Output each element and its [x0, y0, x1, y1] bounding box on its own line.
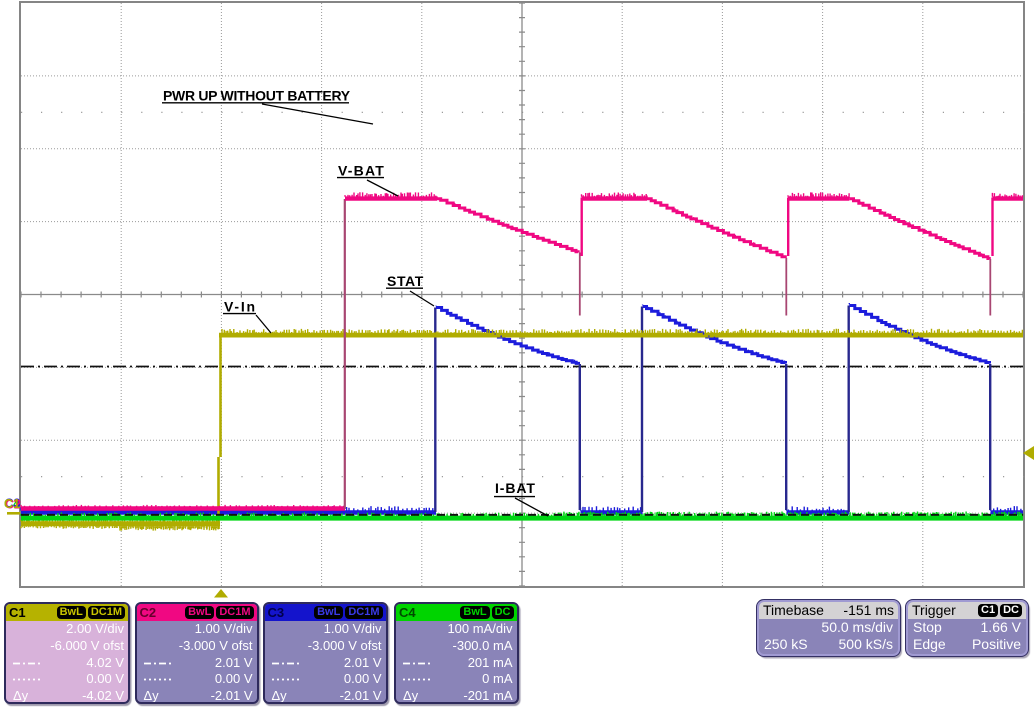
- svg-text:C3: C3: [5, 497, 21, 511]
- svg-text:C2: C2: [5, 498, 21, 512]
- svg-text:V-In: V-In: [224, 299, 257, 315]
- svg-text:PWR UP WITHOUT BATTERY: PWR UP WITHOUT BATTERY: [163, 88, 351, 104]
- svg-text:V-BAT: V-BAT: [338, 163, 385, 179]
- svg-text:STAT: STAT: [387, 273, 424, 289]
- svg-text:C1: C1: [4, 497, 20, 511]
- svg-text:I-BAT: I-BAT: [495, 480, 536, 496]
- svg-text:C4: C4: [4, 497, 20, 511]
